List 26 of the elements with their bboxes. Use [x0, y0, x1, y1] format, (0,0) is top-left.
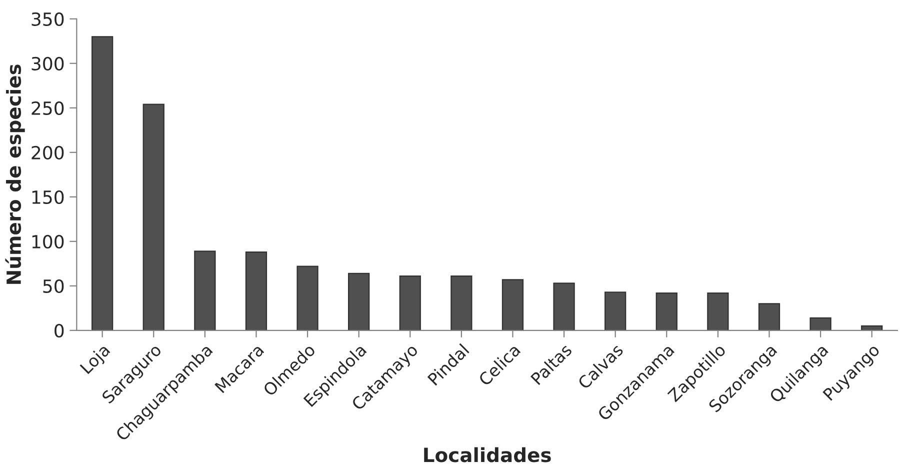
y-tick-label: 300 — [32, 56, 64, 70]
bar — [604, 292, 626, 330]
bar — [142, 104, 164, 330]
bar — [758, 303, 780, 330]
y-tick-label: 200 — [32, 146, 64, 160]
y-axis-title: Número de especies — [5, 64, 25, 284]
bar — [810, 317, 832, 330]
y-tick-label: 0 — [54, 324, 64, 338]
bar — [553, 282, 575, 330]
x-axis-title: Localidades — [424, 447, 551, 462]
bar — [707, 292, 729, 330]
bar — [348, 272, 370, 330]
bar — [399, 276, 421, 330]
y-tick-label: 100 — [32, 234, 64, 249]
y-tick-label: 350 — [32, 12, 64, 26]
bar — [245, 252, 268, 330]
bar — [502, 279, 524, 330]
bar — [450, 276, 472, 330]
y-tick-label: 150 — [32, 190, 64, 204]
y-tick-label: 250 — [32, 101, 64, 115]
bar — [656, 292, 678, 330]
y-tick-label: 50 — [43, 279, 64, 294]
bar — [92, 36, 114, 330]
bar — [296, 266, 318, 330]
bar — [194, 250, 216, 330]
bar — [861, 325, 883, 330]
